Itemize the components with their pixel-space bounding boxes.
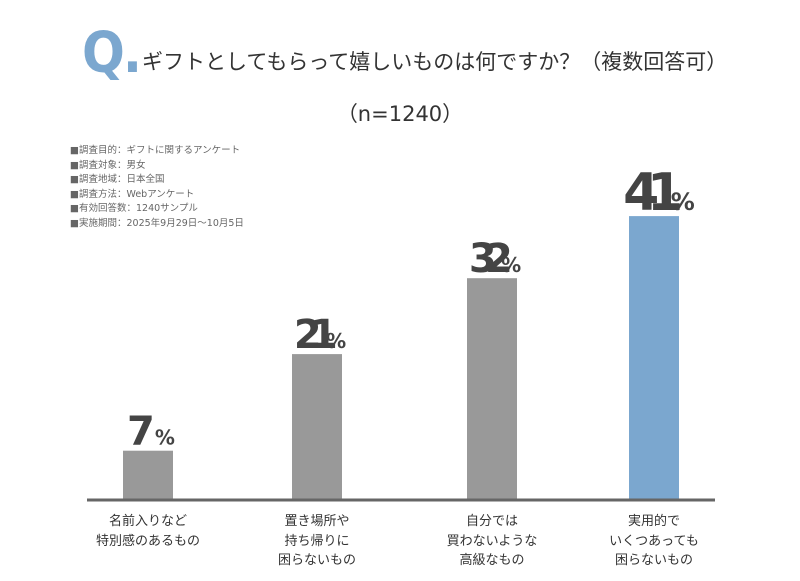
category-label-line: いくつあっても bbox=[609, 533, 699, 549]
data-label-0: 7% bbox=[127, 409, 175, 455]
survey-notes: ■調査目的：ギフトに関するアンケート ■調査対象：男女 ■調査地域：日本全国 ■… bbox=[70, 144, 244, 232]
category-label-line: 困らないもの bbox=[614, 553, 693, 568]
q-mark: Q. bbox=[82, 21, 142, 86]
category-label-line: 困らないもの bbox=[277, 553, 356, 568]
data-label-1: 21% bbox=[294, 312, 346, 358]
category-label-line: 持ち帰りに bbox=[284, 533, 350, 549]
category-label-1: 置き場所や持ち帰りに困らないもの bbox=[237, 512, 397, 571]
category-label-2: 自分では買わないような 高級なもの bbox=[412, 512, 572, 571]
category-label-line: 実用的で bbox=[627, 514, 680, 529]
category-label-0: 名前入りなど 特別感のあるもの bbox=[68, 512, 228, 551]
note-method: ■調査方法：Webアンケート bbox=[70, 188, 195, 200]
category-label-line: 高級なもの bbox=[459, 553, 525, 568]
bar-3 bbox=[629, 216, 679, 499]
category-label-3: 実用的でいくつあっても 困らないもの bbox=[574, 512, 734, 571]
note-period: ■実施期間：2025年9月29日～10月5日 bbox=[70, 217, 244, 229]
note-target: ■調査対象：男女 bbox=[70, 159, 146, 171]
category-label-line: 特別感のあるもの bbox=[95, 533, 200, 549]
note-region: ■調査地域：日本全国 bbox=[70, 174, 165, 186]
note-purpose: ■調査目的：ギフトに関するアンケート bbox=[70, 145, 241, 156]
category-label-line: 名前入りなど bbox=[108, 514, 187, 529]
bar-2 bbox=[467, 278, 517, 499]
chart-title: ギフトとしてもらって嬉しいものは何ですか？（複数回答可） bbox=[142, 50, 728, 74]
sample-size: （n=1240） bbox=[336, 102, 464, 126]
category-label-line: 買わないような bbox=[446, 533, 538, 549]
note-responses: ■有効回答数：1240サンプル bbox=[70, 203, 198, 215]
data-label-2: 32% bbox=[469, 236, 521, 282]
category-label-line: 置き場所や bbox=[284, 514, 350, 529]
category-label-line: 自分では bbox=[465, 514, 518, 529]
bar-0 bbox=[123, 450, 173, 499]
data-label-3: 41% bbox=[623, 163, 695, 223]
bar-1 bbox=[292, 354, 342, 499]
